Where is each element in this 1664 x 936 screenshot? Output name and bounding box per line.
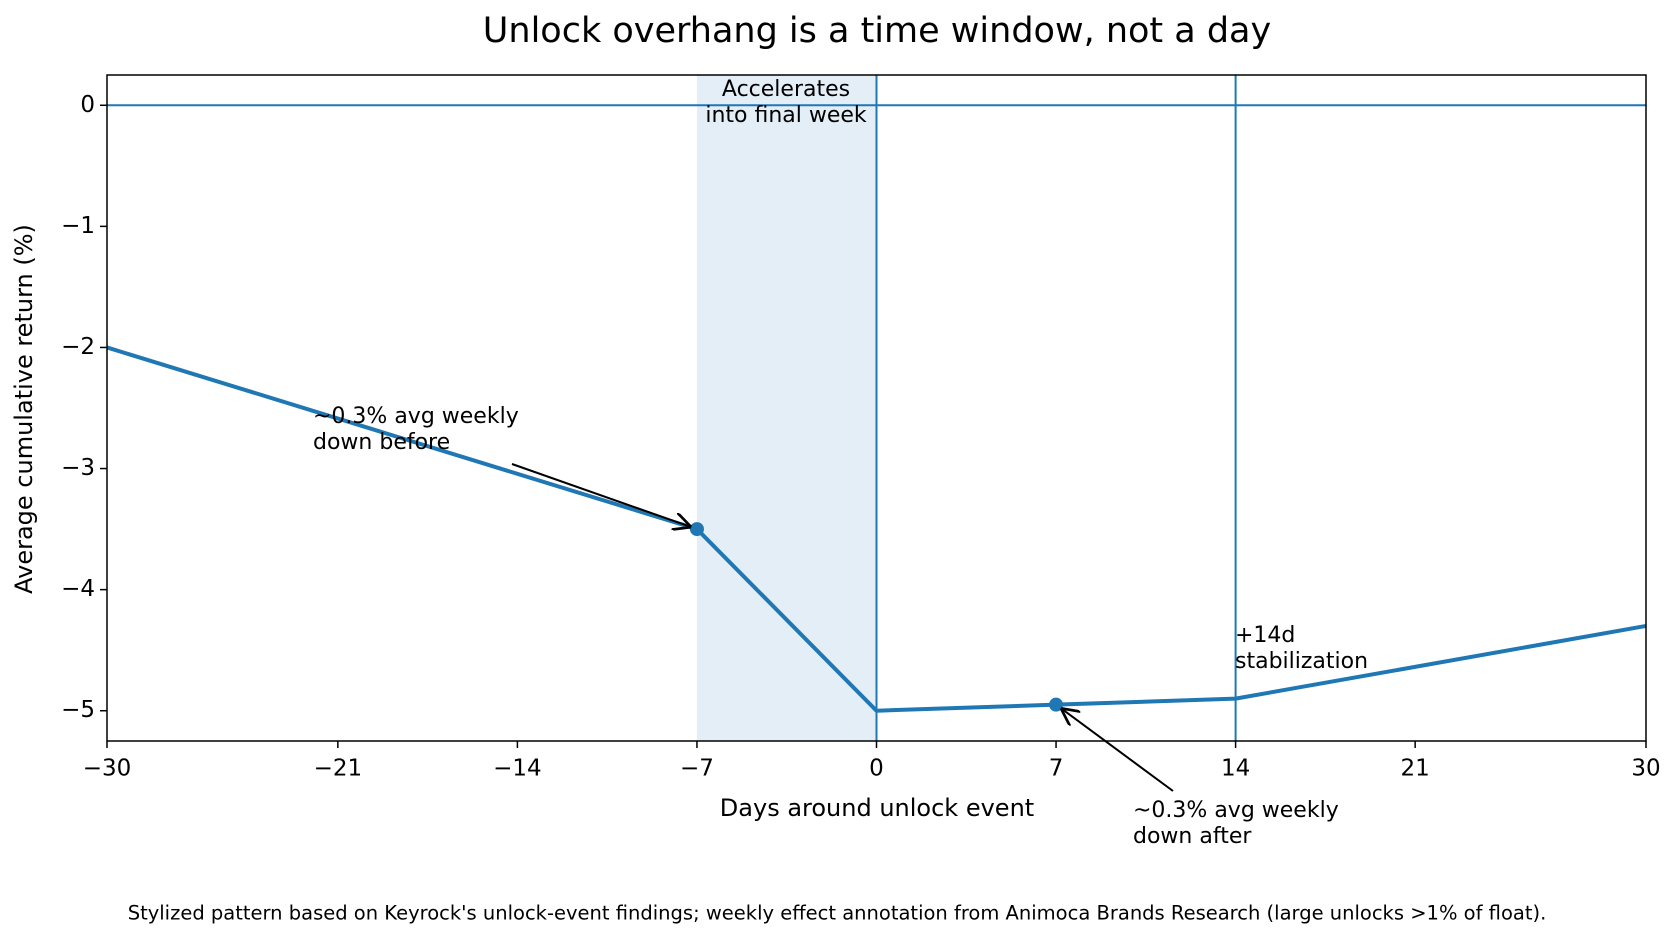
plot-frame [106,74,1647,742]
chart-title: Unlock overhang is a time window, not a … [483,11,1271,51]
annotation: +14d [1235,623,1295,648]
annotation: down before [313,430,450,455]
footnote: Stylized pattern based on Keyrock's unlo… [128,902,1547,925]
x-tick-label: 0 [869,756,884,782]
x-tick-label: 14 [1221,756,1250,782]
x-tick-label: −21 [314,756,363,782]
annotation: stabilization [1235,649,1368,674]
y-tick-label: −1 [61,213,95,239]
y-tick-label: −2 [61,334,95,360]
highlight-point [689,522,704,537]
y-tick-label: −4 [61,576,95,602]
x-tick-label: 30 [1631,756,1660,782]
annotation: ~0.3% avg weekly [1133,798,1339,823]
x-tick-label: 7 [1049,756,1064,782]
shaded-span [696,75,877,741]
y-tick-label: 0 [80,92,95,118]
x-tick-label: 21 [1401,756,1430,782]
annotation: Accelerates [722,77,850,102]
x-tick-label: −7 [680,756,714,782]
annotation-arrow [511,463,691,527]
x-axis-label: Days around unlock event [720,794,1034,822]
x-tick-label: −14 [493,756,542,782]
highlight-point [1049,697,1064,712]
y-tick-label: −5 [61,697,95,723]
annotation: ~0.3% avg weekly [313,404,519,429]
annotation: into final week [705,103,867,128]
annotation: down after [1133,824,1252,849]
data-line [106,345,1647,713]
y-tick-label: −3 [61,455,95,481]
x-tick-label: −30 [83,756,132,782]
annotation-arrow [1061,708,1174,792]
y-axis-label: Average cumulative return (%) [10,224,38,594]
